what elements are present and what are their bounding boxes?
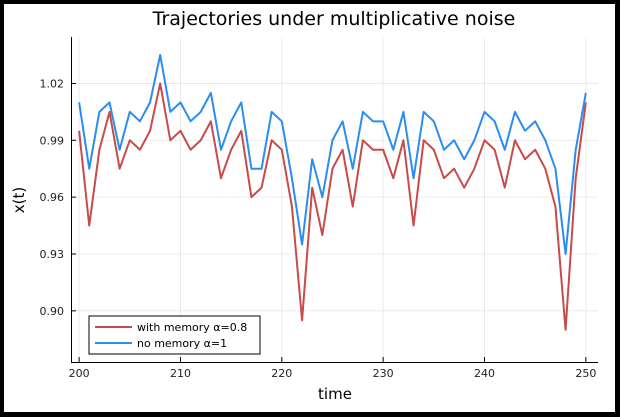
legend-box	[88, 315, 261, 355]
x-axis-title: time	[318, 385, 352, 403]
axes	[71, 37, 598, 363]
line-chart: 200 210 220 230 240 250 0.90 0.93 0.96 0.99 1.02 T…	[10, 8, 598, 403]
series-line-no-memory	[78, 54, 587, 255]
x-tick-label: 200	[69, 367, 90, 380]
tick-labels: 200 210 220 230 240 250 0.90 0.93 0.96 0.99 1.02	[40, 77, 597, 380]
y-tick-label: 0.90	[40, 305, 65, 318]
y-axis-title: x(t)	[10, 187, 28, 213]
legend-label-no-memory: no memory α=1	[137, 337, 227, 350]
legend: with memory α=0.8 no memory α=1	[88, 315, 261, 355]
x-tick-label: 220	[271, 367, 292, 380]
x-tick-label: 210	[170, 367, 191, 380]
y-tick-label: 0.93	[40, 248, 65, 261]
y-tick-label: 0.96	[40, 191, 65, 204]
grid	[71, 37, 598, 362]
series-layer	[78, 54, 587, 331]
series-line-with-memory	[78, 82, 587, 331]
chart-title: Trajectories under multiplicative noise	[152, 8, 516, 30]
y-tick-label: 0.99	[40, 134, 65, 147]
legend-label-with-memory: with memory α=0.8	[137, 321, 247, 334]
y-tick-label: 1.02	[40, 77, 65, 90]
x-tick-label: 250	[575, 367, 596, 380]
chart-canvas: 200 210 220 230 240 250 0.90 0.93 0.96 0.99 1.02 T…	[4, 4, 615, 412]
x-tick-label: 230	[373, 367, 394, 380]
x-tick-label: 240	[474, 367, 495, 380]
